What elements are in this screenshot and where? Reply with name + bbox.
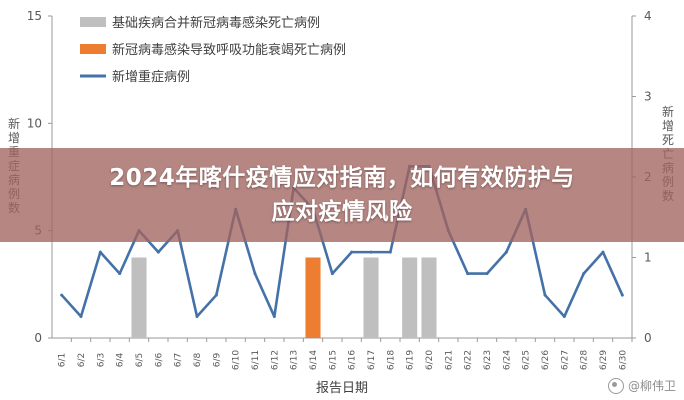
- bar-6-17: [363, 257, 379, 338]
- line-point: [562, 315, 566, 319]
- x-tick-label: 6/14: [309, 350, 319, 370]
- ticks: 051015012346/16/26/36/46/56/66/76/86/96/…: [27, 9, 652, 370]
- x-tick-label: 6/27: [560, 350, 570, 370]
- x-tick-label: 6/1: [58, 353, 68, 367]
- legend-label-2: 新冠病毒感染导致呼吸功能衰竭死亡病例: [112, 42, 346, 58]
- x-tick-label: 6/26: [541, 350, 551, 370]
- x-tick-label: 6/18: [386, 350, 396, 370]
- legend-swatch-2: [80, 44, 106, 54]
- legend-swatch-1: [80, 17, 106, 27]
- left-tick-label: 10: [27, 116, 42, 130]
- watermark-text: @柳伟卫: [627, 379, 676, 393]
- x-tick-label: 6/24: [502, 350, 512, 370]
- line-point: [369, 250, 373, 254]
- line-point: [272, 315, 276, 319]
- line-point: [60, 293, 64, 297]
- line-point: [582, 272, 586, 276]
- bar-6-5: [131, 257, 147, 338]
- bar-6-19: [402, 257, 418, 338]
- x-tick-label: 6/25: [522, 350, 532, 370]
- line-point: [214, 293, 218, 297]
- x-axis-title: 报告日期: [316, 381, 368, 396]
- x-tick-label: 6/8: [193, 352, 203, 367]
- bars: [131, 257, 437, 338]
- x-tick-label: 6/30: [618, 350, 628, 370]
- left-tick-label: 15: [27, 9, 42, 23]
- line-point: [504, 250, 508, 254]
- x-tick-label: 6/10: [232, 350, 242, 370]
- x-tick-label: 6/3: [96, 353, 106, 367]
- x-tick-label: 6/29: [599, 350, 609, 370]
- line-point: [388, 250, 392, 254]
- right-tick-label: 3: [644, 90, 652, 104]
- x-tick-label: 6/12: [270, 350, 280, 370]
- x-tick-label: 6/7: [174, 353, 184, 367]
- x-tick-label: 6/17: [367, 350, 377, 370]
- x-tick-label: 6/13: [290, 350, 300, 370]
- bar-6-14: [305, 257, 321, 338]
- line-point: [195, 315, 199, 319]
- line-point: [330, 272, 334, 276]
- line-point: [98, 250, 102, 254]
- x-tick-label: 6/20: [425, 350, 435, 370]
- x-tick-label: 6/4: [116, 352, 126, 367]
- x-tick-label: 6/2: [77, 353, 87, 367]
- bar-6-20: [421, 257, 437, 338]
- x-tick-label: 6/6: [154, 352, 164, 367]
- x-tick-label: 6/9: [212, 352, 222, 367]
- left-tick-label: 0: [34, 331, 42, 345]
- line-point: [350, 250, 354, 254]
- line-point: [601, 250, 605, 254]
- line-point: [253, 272, 257, 276]
- banner-line-2: 应对疫情风险: [271, 199, 413, 225]
- line-point: [466, 272, 470, 276]
- x-tick-label: 6/16: [348, 350, 358, 370]
- watermark: @柳伟卫: [607, 377, 676, 394]
- right-tick-label: 1: [644, 251, 652, 265]
- line-point: [79, 315, 83, 319]
- x-tick-label: 6/15: [328, 350, 338, 370]
- x-tick-label: 6/5: [135, 353, 145, 367]
- weibo-icon: [607, 377, 624, 394]
- x-tick-label: 6/28: [580, 350, 590, 370]
- line-point: [620, 293, 624, 297]
- x-tick-label: 6/22: [464, 350, 474, 370]
- line-point: [118, 272, 122, 276]
- line-point: [156, 250, 160, 254]
- x-tick-label: 6/21: [444, 350, 454, 370]
- title-banner: 2024年喀什疫情应对指南，如何有效防护与 应对疫情风险: [0, 148, 684, 242]
- line-point: [485, 272, 489, 276]
- legend-label-3: 新增重症病例: [112, 69, 190, 85]
- banner-line-1: 2024年喀什疫情应对指南，如何有效防护与: [109, 165, 575, 191]
- x-tick-label: 6/19: [406, 350, 416, 370]
- line-point: [543, 293, 547, 297]
- legend-label-1: 基础疾病合并新冠病毒感染死亡病例: [112, 15, 320, 31]
- x-tick-label: 6/23: [483, 350, 493, 370]
- right-tick-label: 0: [644, 331, 652, 345]
- x-tick-label: 6/11: [251, 350, 261, 370]
- right-tick-label: 4: [644, 9, 652, 23]
